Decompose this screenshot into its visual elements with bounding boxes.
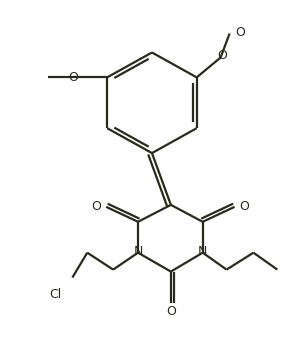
Text: N: N bbox=[133, 245, 143, 258]
Text: N: N bbox=[198, 245, 207, 258]
Text: O: O bbox=[68, 71, 78, 84]
Text: Cl: Cl bbox=[49, 288, 62, 301]
Text: O: O bbox=[240, 200, 249, 213]
Text: O: O bbox=[218, 49, 227, 62]
Text: O: O bbox=[166, 305, 176, 318]
Text: O: O bbox=[91, 200, 101, 213]
Text: O: O bbox=[235, 26, 245, 39]
